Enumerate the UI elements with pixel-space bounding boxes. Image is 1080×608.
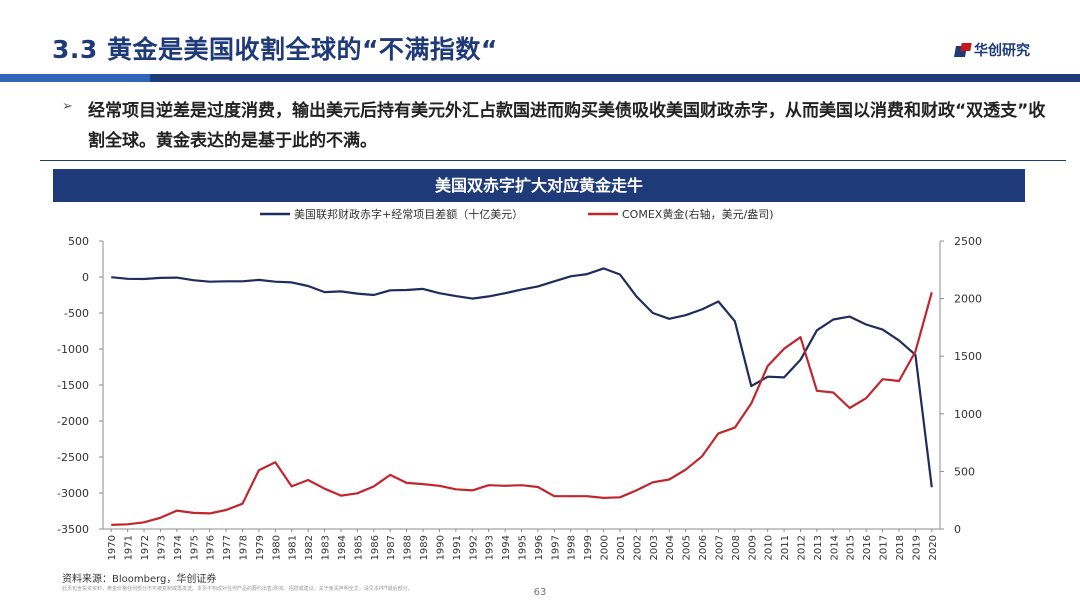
x-tick-label: 1993 <box>485 535 496 560</box>
section-divider <box>40 160 1066 161</box>
x-tick-label: 1996 <box>534 535 545 560</box>
x-tick-label: 2003 <box>649 535 660 560</box>
x-tick-label: 2014 <box>829 535 840 560</box>
x-tick-label: 1988 <box>403 535 414 560</box>
chart-banner: 美国双赤字扩大对应黄金走牛 <box>53 169 1025 202</box>
y-left-tick-label: -2500 <box>57 451 89 464</box>
x-tick-label: 2001 <box>616 535 627 560</box>
x-tick-label: 1970 <box>107 535 118 560</box>
x-tick-label: 1975 <box>189 535 200 560</box>
y-left-tick-label: -1500 <box>57 379 89 392</box>
y-left-tick-label: -2000 <box>57 415 89 428</box>
y-right-tick-label: 1500 <box>954 350 982 363</box>
header-rule <box>0 74 1080 82</box>
x-tick-label: 2020 <box>928 535 939 560</box>
x-tick-label: 2000 <box>600 535 611 560</box>
x-tick-label: 2016 <box>862 535 873 560</box>
x-tick-label: 1972 <box>140 535 151 560</box>
legend-label-2: COMEX黄金(右轴，美元/盎司) <box>622 207 774 221</box>
header-rule-accent <box>0 74 150 82</box>
x-tick-label: 1990 <box>435 535 446 560</box>
disclaimer: 此页包含投资资料，黄金价格任何部分不可被复制或再发送。本页不构成对任何产品的要约… <box>62 586 413 592</box>
x-tick-label: 1994 <box>501 535 512 560</box>
x-tick-label: 1978 <box>239 535 250 560</box>
chevron-right-icon: ➢ <box>62 99 73 114</box>
x-tick-label: 1995 <box>518 535 529 560</box>
x-tick-label: 2018 <box>895 535 906 560</box>
y-right-tick-label: 500 <box>954 465 975 478</box>
y-left-tick-label: 0 <box>82 271 89 284</box>
series-line-2 <box>111 292 933 526</box>
dual-axis-line-chart: 500 0 -500 -1000 -1500 -2000 -2500 -3000 -3500 25… <box>57 207 982 560</box>
x-tick-label: 2007 <box>714 535 725 560</box>
bullet-point: ➢ 经常项目逆差是过度消费，输出美元后持有美元外汇占款国进而购买美债吸收美国财政… <box>62 96 1052 156</box>
bullet-text: 经常项目逆差是过度消费，输出美元后持有美元外汇占款国进而购买美债吸收美国财政赤字… <box>88 101 1046 151</box>
x-tick-label: 1982 <box>304 535 315 560</box>
x-tick-label: 1991 <box>452 535 463 560</box>
series-line-1 <box>111 267 933 488</box>
source-note: 资料来源：Bloomberg，华创证券 <box>62 574 217 585</box>
y-right-tick-label: 2500 <box>954 235 982 248</box>
x-tick-label: 1986 <box>370 535 381 560</box>
x-tick-label: 1998 <box>567 535 578 560</box>
x-tick-label: 2004 <box>665 535 676 560</box>
y-right-tick-label: 2000 <box>954 293 982 306</box>
x-tick-label: 2009 <box>747 535 758 560</box>
x-tick-label: 1980 <box>271 535 282 560</box>
x-tick-label: 2010 <box>764 535 775 560</box>
y-right-tick-label: 0 <box>954 523 961 536</box>
x-tick-label: 1997 <box>550 535 561 560</box>
x-tick-label: 1992 <box>468 535 479 560</box>
x-tick-label: 2006 <box>698 535 709 560</box>
x-tick-label: 1974 <box>173 535 184 560</box>
x-tick-label: 1979 <box>255 535 266 560</box>
x-tick-label: 1981 <box>288 535 299 560</box>
legend-label-1: 美国联邦财政赤字+经常项目差额（十亿美元） <box>294 207 523 221</box>
x-tick-label: 2013 <box>813 535 824 560</box>
x-tick-label: 1999 <box>583 535 594 560</box>
y-left-tick-label: -500 <box>64 307 89 320</box>
y-right-tick-label: 1000 <box>954 408 982 421</box>
x-tick-label: 2015 <box>846 535 857 560</box>
y-left-tick-label: 500 <box>68 235 89 248</box>
x-tick-label: 1984 <box>337 535 348 560</box>
x-tick-label: 2011 <box>780 535 791 560</box>
x-tick-label: 2012 <box>797 535 808 560</box>
x-tick-label: 1989 <box>419 535 430 560</box>
x-tick-label: 1976 <box>206 535 217 560</box>
y-left-tick-label: -1000 <box>57 343 89 356</box>
company-logo: 华创研究 <box>954 40 1030 60</box>
x-tick-label: 1987 <box>386 535 397 560</box>
x-tick-label: 2008 <box>731 535 742 560</box>
x-tick-label: 2019 <box>911 535 922 560</box>
y-left-tick-label: -3500 <box>57 523 89 536</box>
x-tick-label: 1971 <box>124 535 135 560</box>
page-title: 3.3 黄金是美国收割全球的“不满指数“ <box>52 35 498 64</box>
x-tick-label: 1983 <box>321 535 332 560</box>
chart-container: 500 0 -500 -1000 -1500 -2000 -2500 -3000 -3500 25… <box>0 200 1080 570</box>
x-tick-label: 2005 <box>682 535 693 560</box>
x-tick-label: 1985 <box>353 535 364 560</box>
x-tick-label: 1973 <box>156 535 167 560</box>
x-tick-label: 1977 <box>222 535 233 560</box>
logo-mark-icon <box>954 43 972 57</box>
x-tick-label: 2017 <box>879 535 890 560</box>
logo-text: 华创研究 <box>974 43 1030 59</box>
y-left-tick-label: -3000 <box>57 487 89 500</box>
x-tick-label: 2002 <box>632 535 643 560</box>
